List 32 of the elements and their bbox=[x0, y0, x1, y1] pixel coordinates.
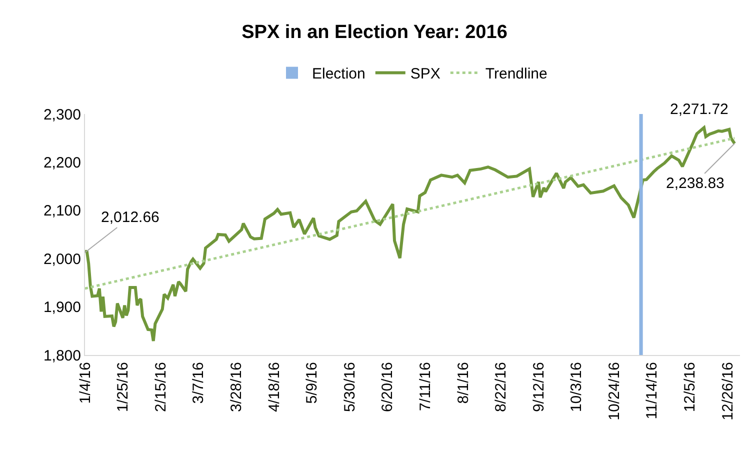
y-tick-label: 2,100 bbox=[43, 202, 81, 220]
x-tick-label: 9/12/16 bbox=[530, 362, 548, 412]
annotation: 2,271.72 bbox=[670, 101, 728, 118]
annotation: 2,012.66 bbox=[101, 209, 160, 226]
x-tick-label: 12/26/16 bbox=[719, 362, 736, 420]
x-tick-label: 5/30/16 bbox=[341, 362, 358, 412]
x-tick-label: 7/11/16 bbox=[416, 362, 434, 411]
chart-title: SPX in an Election Year: 2016 bbox=[242, 22, 508, 44]
x-tick-label: 3/28/16 bbox=[228, 362, 246, 412]
x-tick-label: 3/7/16 bbox=[190, 362, 208, 404]
y-tick-label: 2,000 bbox=[43, 250, 81, 268]
legend-label: SPX bbox=[410, 66, 440, 83]
x-tick-label: 8/22/16 bbox=[492, 362, 510, 412]
annotation: 2,238.83 bbox=[666, 175, 724, 192]
x-tick-label: 6/20/16 bbox=[379, 362, 396, 412]
x-tick-label: 1/25/16 bbox=[114, 362, 132, 412]
x-tick-label: 10/24/16 bbox=[606, 362, 623, 420]
x-tick-label: 10/3/16 bbox=[568, 362, 586, 412]
x-tick-label: 12/5/16 bbox=[681, 362, 698, 412]
x-tick-label: 4/18/16 bbox=[266, 362, 283, 412]
legend-label: Trendline bbox=[485, 66, 548, 83]
y-tick-label: 2,200 bbox=[43, 154, 81, 172]
x-tick-label: 2/15/16 bbox=[152, 362, 170, 412]
x-tick-label: 1/4/16 bbox=[76, 362, 94, 404]
x-tick-label: 8/1/16 bbox=[454, 362, 472, 404]
y-tick-label: 1,900 bbox=[43, 299, 81, 316]
x-tick-label: 5/9/16 bbox=[304, 362, 321, 404]
x-tick-label: 11/14/16 bbox=[644, 362, 661, 420]
line-series bbox=[85, 126, 736, 343]
legend-label: Election bbox=[312, 66, 366, 83]
y-tick-label: 2,300 bbox=[43, 106, 81, 124]
y-tick-label: 1,800 bbox=[43, 347, 81, 364]
